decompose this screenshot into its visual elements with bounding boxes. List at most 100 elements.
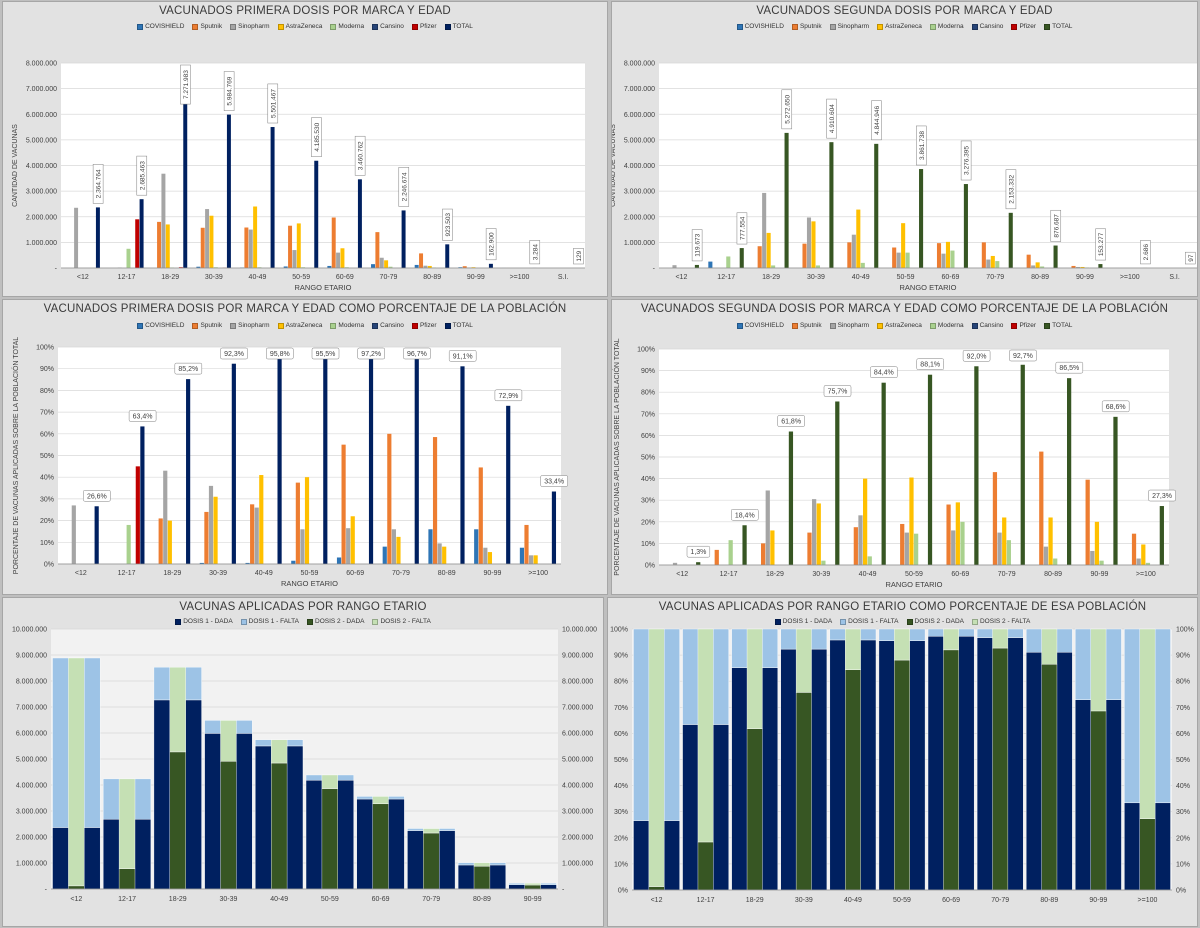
legend-label: Sinopharm xyxy=(837,23,870,30)
bar-pfizer xyxy=(135,466,140,564)
x-tick-label: 40-49 xyxy=(255,570,273,577)
legend-item-covishield: COVISHIELD xyxy=(736,322,784,329)
legend-item-sinopharm: Sinopharm xyxy=(829,322,869,329)
x-tick-label: <12 xyxy=(75,570,87,577)
y-tick-label: 8.000.000 xyxy=(26,61,57,68)
bar-dosis-2-dada xyxy=(1139,818,1156,891)
bar-sputnik xyxy=(288,225,293,268)
bar-sinopharm xyxy=(300,529,305,564)
data-label-text: 2.685.463 xyxy=(139,161,146,190)
bar-total xyxy=(974,366,979,565)
bar-moderna xyxy=(960,521,965,565)
y-tick-label-right: 30% xyxy=(1176,809,1190,816)
bar-sinopharm xyxy=(672,562,678,565)
data-label-box xyxy=(1055,361,1084,374)
y-tick-label: 4.000.000 xyxy=(26,163,57,170)
data-label-box xyxy=(823,385,852,397)
bar-sinopharm xyxy=(904,532,909,565)
x-tick-label: 90-99 xyxy=(1091,571,1109,578)
legend-label: Cansino xyxy=(979,23,1004,30)
y-tick-label: 1.000.000 xyxy=(16,861,47,868)
legend-item-astrazeneca: AstraZeneca xyxy=(877,23,922,30)
bar-dosis-2-falta xyxy=(992,628,1009,649)
bar-astrazeneca xyxy=(901,223,906,268)
legend-swatch xyxy=(929,322,936,329)
bar-sputnik xyxy=(1131,533,1137,565)
bar-sinopharm xyxy=(336,252,341,268)
x-tick-label: 60-69 xyxy=(372,896,390,903)
bar-sputnik xyxy=(807,532,812,565)
data-label-box xyxy=(781,89,793,130)
legend-item-cansino: Cansino xyxy=(971,23,1004,30)
legend-label: DOSIS 2 - DADA xyxy=(315,618,365,625)
bar-sputnik xyxy=(757,246,762,268)
x-tick-label: 80-89 xyxy=(1044,571,1062,578)
bar-astrazeneca xyxy=(955,502,960,565)
x-tick-label: 90-99 xyxy=(1089,897,1107,904)
legend-item-dosis-1-dada: DOSIS 1 - DADA xyxy=(175,618,233,625)
y-tick-label: 70% xyxy=(614,705,628,712)
bar-dosis-2-dada xyxy=(746,728,763,891)
bar-total xyxy=(742,525,747,565)
bar-total xyxy=(739,248,744,268)
bar-sputnik xyxy=(200,227,205,268)
y-tick-label: 40% xyxy=(641,476,655,483)
legend-label: Pfizer xyxy=(1019,23,1037,30)
legend-label: DOSIS 2 - FALTA xyxy=(380,618,431,625)
y-tick-label: 10% xyxy=(641,541,655,548)
data-label-box xyxy=(354,135,366,176)
x-tick-label: 18-29 xyxy=(169,896,187,903)
bar-dosis-2-dada xyxy=(118,868,136,890)
bar-moderna xyxy=(1040,266,1045,268)
bar-moderna xyxy=(950,250,955,268)
bar-moderna xyxy=(728,540,733,565)
bar-sputnik xyxy=(524,524,529,564)
x-tick-label: 12-17 xyxy=(697,897,715,904)
bar-moderna xyxy=(905,252,910,268)
bar-moderna xyxy=(1053,558,1058,565)
y-axis-title: CANTIDAD DE VACUNAS xyxy=(12,124,19,207)
legend-item-total: TOTAL xyxy=(444,322,473,329)
bar-total xyxy=(696,562,701,565)
y-tick-label: 6.000.000 xyxy=(624,112,655,119)
legend-item-moderna: Moderna xyxy=(929,322,964,329)
x-tick-label: 18-29 xyxy=(762,274,780,281)
data-label: 91,1% xyxy=(448,350,477,362)
legend-item-astrazeneca: AstraZeneca xyxy=(277,23,323,30)
legend-swatch xyxy=(307,618,313,625)
bar-sputnik xyxy=(761,543,766,565)
data-label: 95,8% xyxy=(266,347,294,360)
bar-total xyxy=(368,353,374,564)
x-tick-label: 60-69 xyxy=(346,570,364,577)
y-tick-label: 80% xyxy=(614,679,628,686)
bar-sputnik xyxy=(714,549,719,565)
y-tick-label: 9.000.000 xyxy=(16,653,47,660)
x-tick-label: 80-89 xyxy=(1040,897,1058,904)
data-label: 5.501.467 xyxy=(267,83,279,124)
y-tick-label: 0% xyxy=(645,563,655,570)
bar-dosis-2-dada xyxy=(423,832,440,890)
legend-swatch xyxy=(277,322,284,329)
bar-total xyxy=(460,366,465,564)
bar-covishield xyxy=(474,529,479,564)
x-tick-label: 12-17 xyxy=(717,274,735,281)
bar-covishield xyxy=(283,266,288,268)
x-tick-label: 80-89 xyxy=(1031,274,1049,281)
x-tick-label: 50-59 xyxy=(301,570,319,577)
y-tick-label-right: 6.000.000 xyxy=(562,731,593,738)
bar-moderna xyxy=(995,261,1000,268)
bar-sputnik xyxy=(331,217,336,268)
chart-legend: DOSIS 1 - DADA DOSIS 1 - FALTA DOSIS 2 - D… xyxy=(608,618,1197,625)
x-tick-label: 30-39 xyxy=(219,896,237,903)
legend-item-covishield: COVISHIELD xyxy=(137,23,184,30)
y-tick-label: 6.000.000 xyxy=(26,112,57,119)
legend-label: AstraZeneca xyxy=(285,23,323,30)
x-axis-title: RANGO ETARIO xyxy=(295,283,352,292)
legend-item-pfizer: Pfizer xyxy=(1011,23,1036,30)
bar-moderna xyxy=(771,265,776,268)
legend-label: DOSIS 1 - FALTA xyxy=(848,618,899,625)
bar-moderna xyxy=(1145,562,1151,565)
y-tick-label: - xyxy=(55,266,58,273)
bar-sinopharm xyxy=(941,253,946,268)
data-label-text: 91,1% xyxy=(453,353,473,360)
